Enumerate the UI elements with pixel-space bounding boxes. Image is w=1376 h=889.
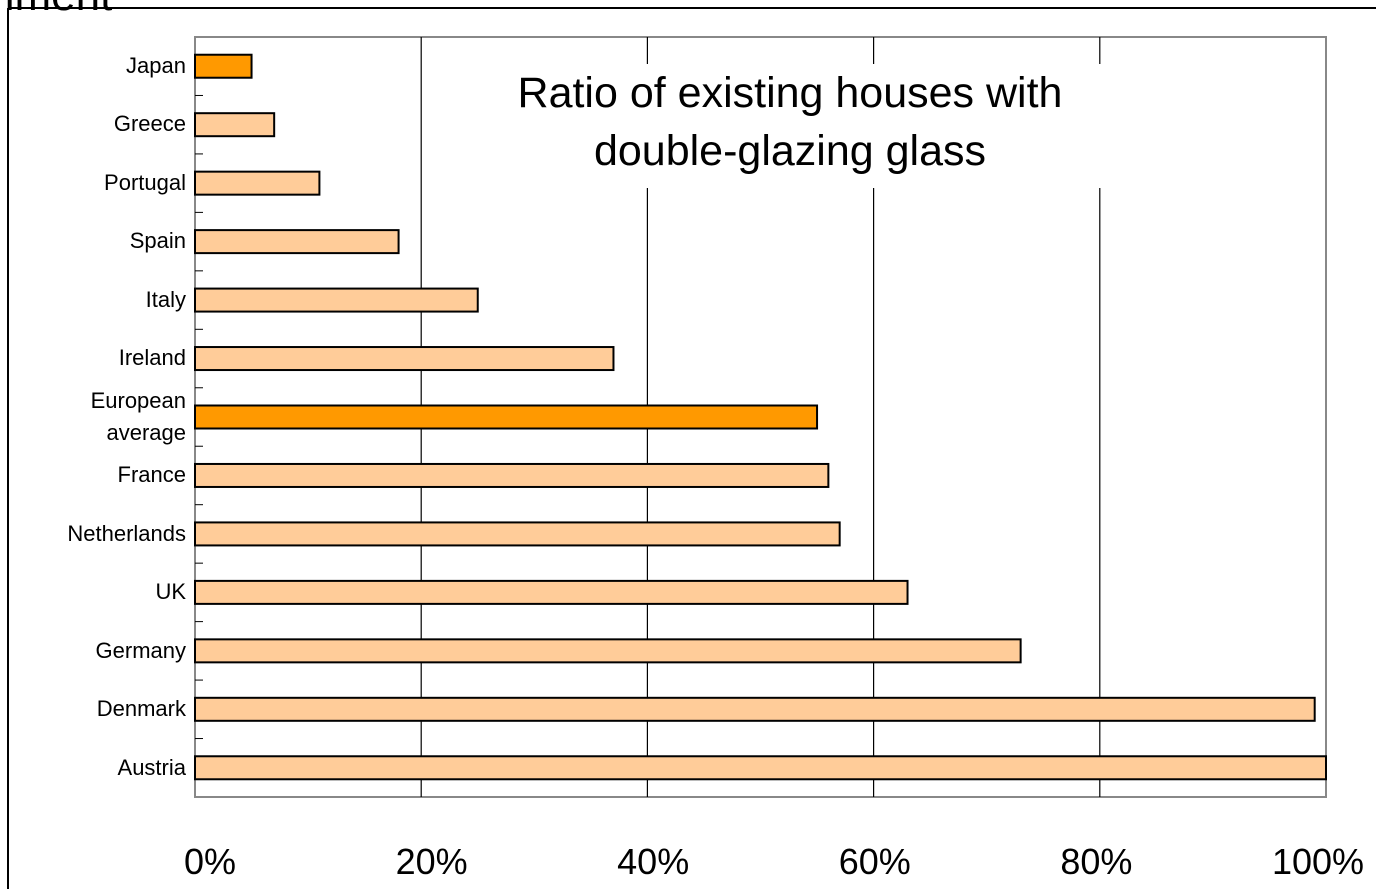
category-label-box: Denmark bbox=[96, 696, 186, 722]
x-tick-label: 80% bbox=[1060, 841, 1132, 882]
category-label-box: Spain bbox=[129, 228, 186, 254]
y-tick-label: Japan bbox=[126, 53, 186, 78]
y-tick-label: Italy bbox=[145, 286, 186, 312]
category-label-box: UK bbox=[155, 579, 186, 605]
category-label-box: Portugal bbox=[104, 169, 186, 195]
bar bbox=[194, 755, 1327, 781]
category-label-box: European average bbox=[90, 387, 186, 445]
x-tick-label: 100% bbox=[1272, 841, 1364, 882]
category-label-box: Greece bbox=[113, 111, 186, 137]
category-label-box: Netherlands bbox=[67, 520, 186, 546]
bar bbox=[194, 346, 615, 372]
bar bbox=[194, 287, 479, 313]
y-tick-label: Ireland bbox=[118, 345, 186, 371]
y-tick-label: France bbox=[117, 462, 186, 488]
bar bbox=[194, 112, 276, 138]
bar bbox=[194, 170, 321, 196]
bar bbox=[194, 53, 253, 79]
category-label-box: Japan bbox=[126, 53, 186, 78]
y-tick-label: Greece bbox=[113, 111, 186, 137]
y-tick-label: Portugal bbox=[104, 169, 186, 195]
bar bbox=[194, 462, 830, 488]
y-tick-label: Spain bbox=[129, 228, 186, 254]
category-label-box: France bbox=[117, 462, 186, 488]
category-label-box: Austria bbox=[117, 754, 186, 780]
y-tick-label: Netherlands bbox=[67, 520, 186, 546]
y-tick-label: UK bbox=[155, 579, 186, 605]
bar bbox=[194, 521, 841, 547]
bar bbox=[194, 404, 819, 430]
bar bbox=[194, 229, 400, 255]
y-tick-label: European average bbox=[90, 387, 186, 445]
x-tick-label: 0% bbox=[184, 841, 236, 882]
bar bbox=[194, 638, 1022, 664]
y-tick-label: Austria bbox=[117, 754, 186, 780]
title-box: Ratio of existing houses with double-gla… bbox=[517, 69, 1063, 175]
bar bbox=[194, 579, 909, 605]
x-tick-label: 60% bbox=[839, 841, 911, 882]
category-label-box: Italy bbox=[145, 286, 186, 312]
category-label-box: Germany bbox=[95, 637, 186, 663]
bar bbox=[194, 696, 1316, 722]
y-tick-label: Denmark bbox=[96, 696, 186, 722]
x-tick-label: 20% bbox=[396, 841, 468, 882]
page-heading: nment bbox=[0, 0, 112, 20]
x-tick-label: 40% bbox=[617, 841, 689, 882]
category-label-box: Ireland bbox=[118, 345, 186, 371]
y-tick-label: Germany bbox=[95, 637, 186, 663]
chart-title: Ratio of existing houses with double-gla… bbox=[517, 69, 1063, 175]
